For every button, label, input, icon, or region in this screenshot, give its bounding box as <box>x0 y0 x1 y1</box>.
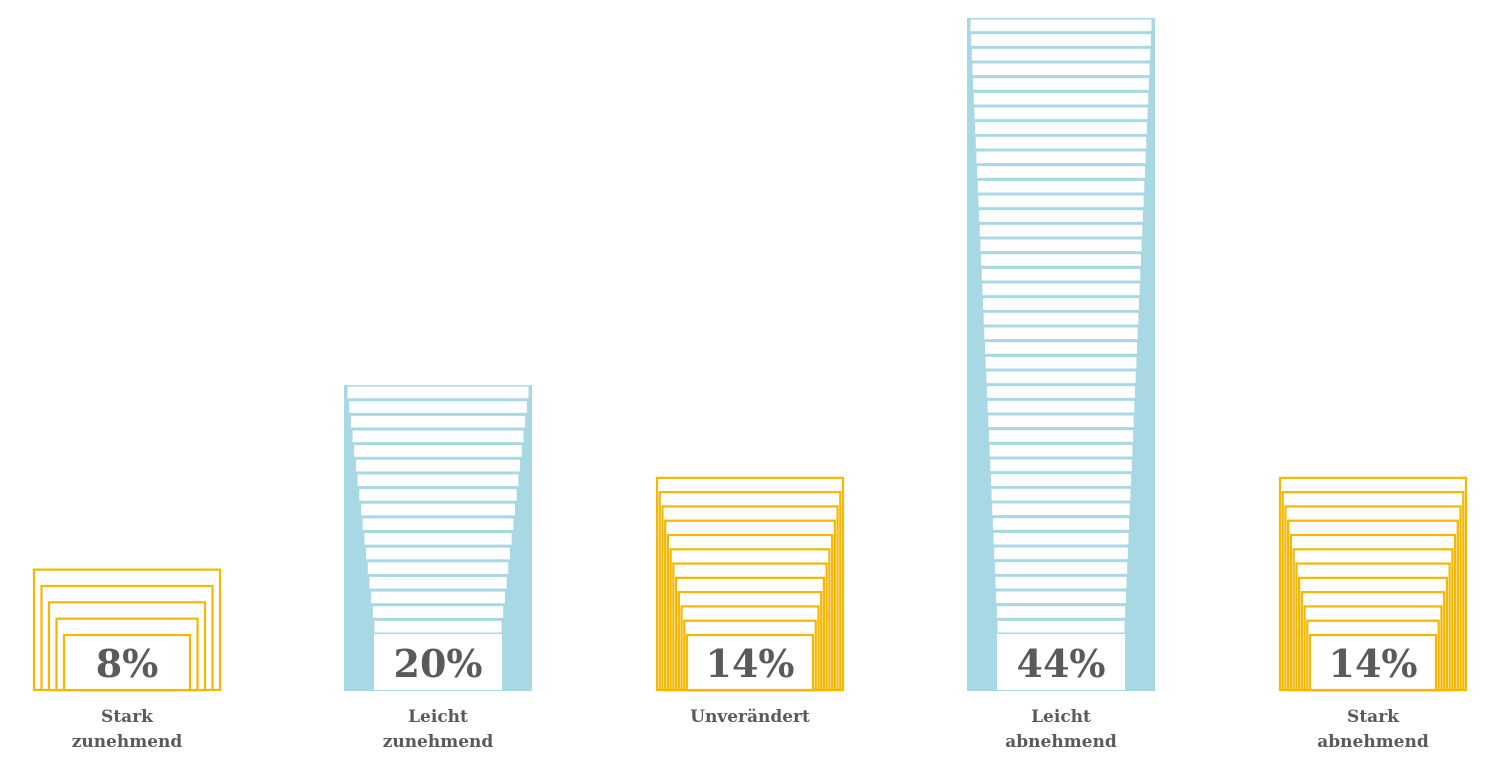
bar-stripe <box>989 444 1133 457</box>
bar-stripe <box>988 415 1134 428</box>
bar-stripe <box>364 533 512 545</box>
bar-2: 20% Leicht zunehmend <box>344 385 532 752</box>
value-label: 14% <box>1329 641 1418 686</box>
bar-stripe <box>997 620 1125 633</box>
bar-stripe <box>973 78 1149 90</box>
bar-stripe <box>975 136 1147 149</box>
bar-stripe <box>994 562 1128 574</box>
bar-stripe <box>367 562 509 574</box>
bar-outline-frame <box>62 633 192 692</box>
bar-stripe <box>983 312 1139 325</box>
bar-stripe <box>970 19 1152 32</box>
bar-stripe <box>996 591 1126 604</box>
bar-stripe <box>977 166 1145 178</box>
category-label: zunehmend <box>383 732 494 752</box>
bar-5: 14% Stark abnehmend <box>1278 476 1468 752</box>
bar-1: 8% Stark zunehmend <box>32 568 222 752</box>
bar-stripe <box>986 371 1136 384</box>
bar-stripe <box>971 34 1151 46</box>
bar-stripe <box>974 107 1148 120</box>
bar-stripe <box>976 151 1146 164</box>
bar-stripe <box>985 356 1137 369</box>
bar-stripe <box>977 180 1145 193</box>
bar-stripe <box>993 532 1129 545</box>
value-label: 14% <box>706 641 795 686</box>
bar-stripe <box>374 620 502 633</box>
bar-stripe <box>361 503 515 516</box>
value-label-box <box>374 634 502 690</box>
bar-3: 14% Unverändert <box>655 476 845 727</box>
bar-stripe <box>996 606 1126 618</box>
bar-stripe <box>350 415 526 428</box>
value-label-box <box>997 634 1125 690</box>
bar-stripe <box>981 268 1141 281</box>
value-label: 44% <box>1017 641 1106 686</box>
category-label: Leicht <box>408 707 468 727</box>
bar-stripe <box>981 254 1141 266</box>
bar-stripe <box>987 400 1135 413</box>
bar-stripe <box>352 430 524 443</box>
bar-stripe <box>984 327 1138 340</box>
bar-stripe <box>971 48 1151 61</box>
bar-stripe <box>357 474 519 487</box>
bar-stripe <box>990 459 1132 472</box>
category-label: Stark <box>1347 707 1400 727</box>
bar-stripe <box>349 401 527 413</box>
bar-stripe <box>990 474 1132 486</box>
bar-stripe <box>988 430 1134 442</box>
bar-stripe <box>975 122 1147 134</box>
bar-stripe <box>371 591 505 604</box>
bar-stripe <box>354 445 522 457</box>
category-label: abnehmend <box>1005 732 1117 752</box>
bar-stripe <box>362 518 514 531</box>
bar-stripe <box>359 489 517 501</box>
category-label: abnehmend <box>1317 732 1429 752</box>
bar-stripe <box>983 298 1139 310</box>
category-label: Unverändert <box>690 707 810 727</box>
category-label: Leicht <box>1031 707 1091 727</box>
bar-outline-frame <box>685 633 815 692</box>
bar-4: 44% Leicht abnehmend <box>967 18 1155 752</box>
category-label: Stark <box>101 707 154 727</box>
bar-stripe <box>372 606 504 618</box>
bar-stripe <box>982 283 1140 296</box>
bar-stripe <box>978 195 1144 208</box>
bar-stripe <box>994 547 1128 560</box>
bar-stripe <box>366 547 510 560</box>
bar-stripe <box>979 224 1143 237</box>
bar-stripe <box>369 576 507 589</box>
bar-stripe <box>973 92 1149 105</box>
bar-stripe <box>986 386 1136 398</box>
bar-outline-frame <box>1308 633 1438 692</box>
bar-stripe <box>991 488 1131 501</box>
bar-stripe <box>979 210 1143 222</box>
category-label: zunehmend <box>72 732 183 752</box>
bar-stripe <box>355 459 521 472</box>
value-label: 20% <box>394 641 483 686</box>
bar-stripe <box>984 342 1138 354</box>
value-label: 8% <box>96 641 159 686</box>
bar-stripe <box>992 518 1130 530</box>
bar-stripe <box>347 386 529 399</box>
bar-stripe <box>995 576 1127 589</box>
bar-stripe <box>992 503 1130 516</box>
bar-stripe <box>972 63 1150 76</box>
bar-stripe <box>980 239 1142 252</box>
